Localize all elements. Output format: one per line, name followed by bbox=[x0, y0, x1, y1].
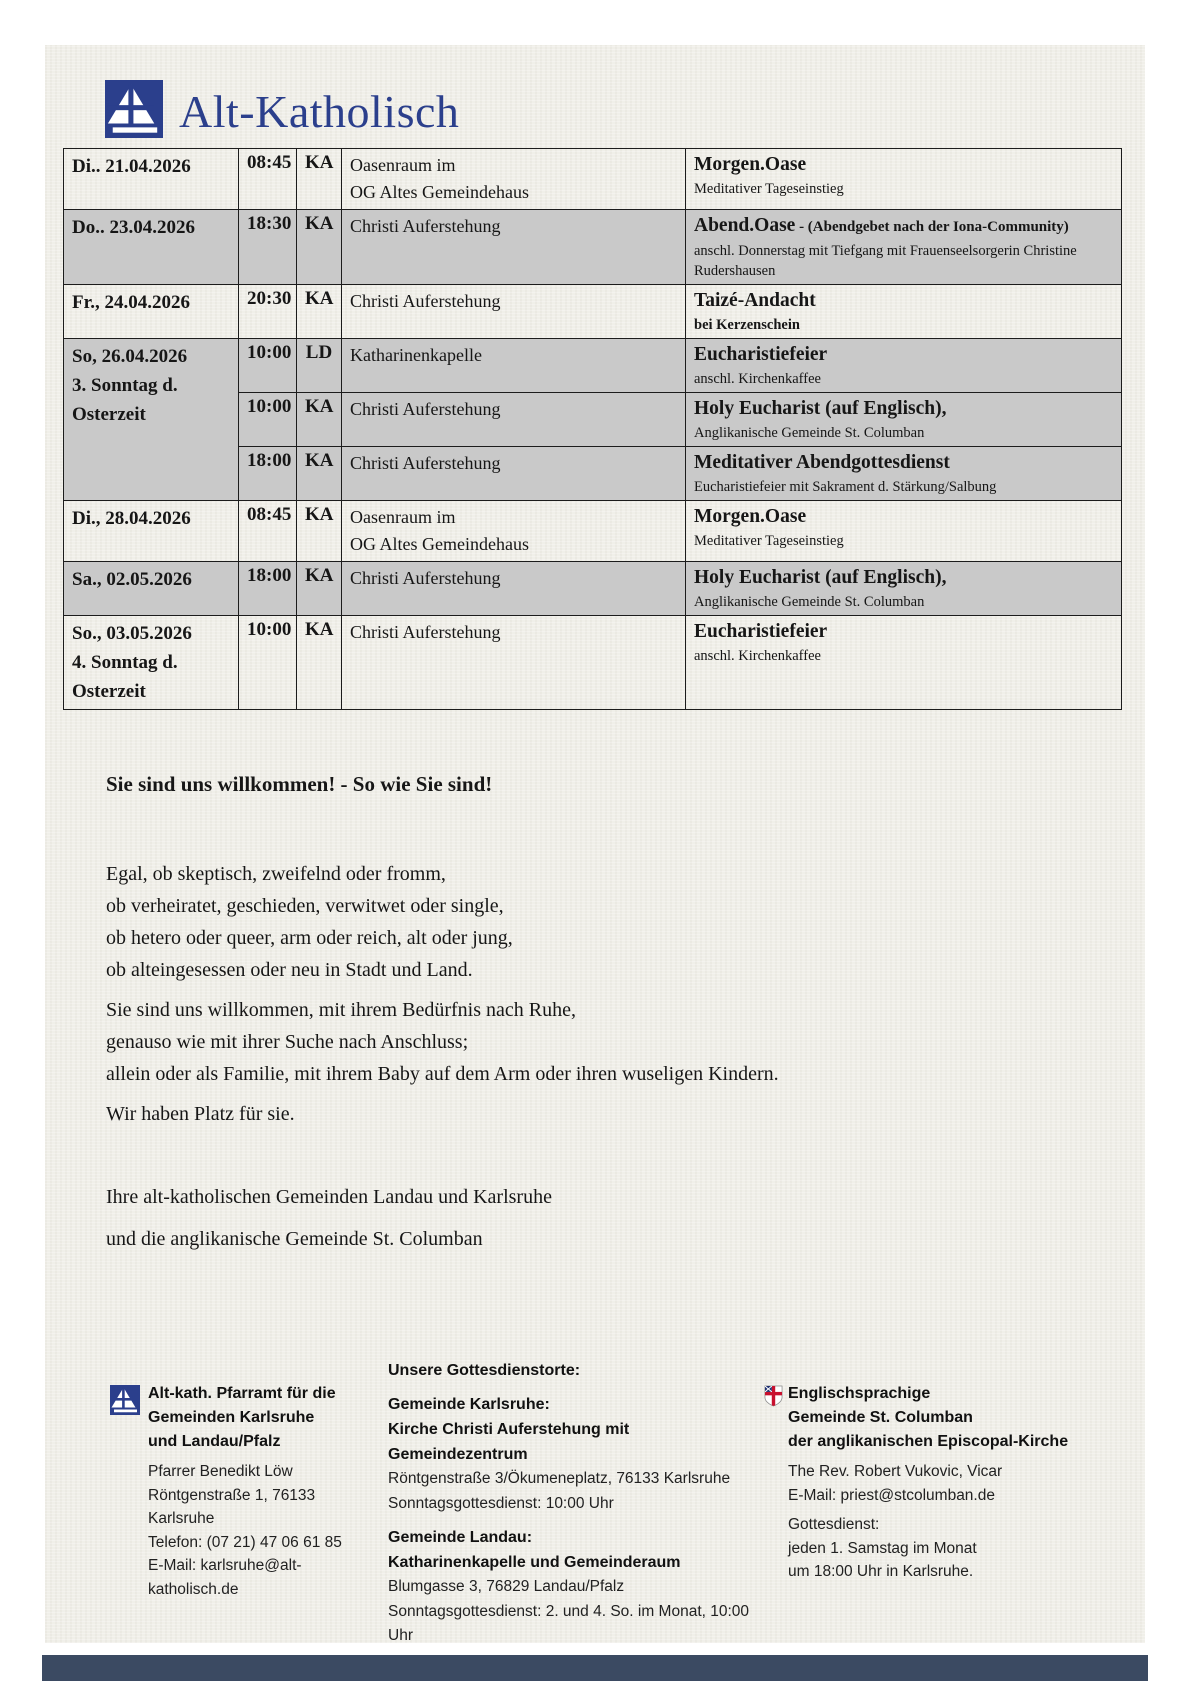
code-cell: KA bbox=[296, 446, 342, 501]
code-cell: KA bbox=[296, 209, 342, 285]
location-cell: Oasenraum im OG Altes Gemeindehaus bbox=[341, 148, 686, 210]
service-schedule-table: Di.. 21.04.2026 08:45 KA Oasenraum im OG … bbox=[63, 148, 1122, 710]
welcome-paragraph: Sie sind uns willkommen, mit ihrem Bedür… bbox=[106, 999, 779, 1085]
time-cell: 18:00 bbox=[238, 446, 297, 501]
event-cell: Eucharistiefeier anschl. Kirchenkaffee bbox=[685, 338, 1122, 393]
alt-katholisch-logo-icon bbox=[105, 80, 163, 143]
columban-service-times: Gottesdienst: jeden 1. Samstag im Monat … bbox=[788, 1516, 977, 1580]
time-cell: 08:45 bbox=[238, 500, 297, 562]
welcome-heading: Sie sind uns willkommen! - So wie Sie si… bbox=[106, 772, 493, 796]
orte-heading: Unsere Gottesdienstorte: bbox=[388, 1362, 581, 1379]
event-cell: Abend.Oase - (Abendgebet nach der Iona-C… bbox=[685, 209, 1122, 285]
time-cell: 08:45 bbox=[238, 148, 297, 210]
orte-karlsruhe: Gemeinde Karlsruhe: Kirche Christi Aufer… bbox=[388, 1396, 731, 1512]
time-cell: 10:00 bbox=[238, 615, 297, 710]
footer-col-orte: Unsere Gottesdienstorte: Gemeinde Karlsr… bbox=[388, 1358, 760, 1649]
code-cell: KA bbox=[296, 392, 342, 447]
signature-line: und die anglikanische Gemeinde St. Colum… bbox=[106, 1228, 483, 1250]
welcome-paragraph: Wir haben Platz für sie. bbox=[106, 1103, 295, 1125]
signature-line: Ihre alt-katholischen Gemeinden Landau u… bbox=[106, 1186, 552, 1208]
email-text: E-Mail: priest@stcolumban.de bbox=[788, 1486, 995, 1504]
code-cell: KA bbox=[296, 561, 342, 616]
code-cell: KA bbox=[296, 615, 342, 710]
date-cell: Di., 28.04.2026 bbox=[63, 500, 239, 562]
brand-title: Alt-Katholisch bbox=[179, 86, 460, 137]
event-cell: Taizé-Andacht bei Kerzenschein bbox=[685, 284, 1122, 339]
footer-col-pfarramt: Alt-kath. Pfarramt für die Gemeinden Kar… bbox=[110, 1382, 360, 1601]
code-cell: KA bbox=[296, 284, 342, 339]
event-cell: Holy Eucharist (auf Englisch), Anglikanis… bbox=[685, 561, 1122, 616]
event-cell: Morgen.Oase Meditativer Tageseinstieg bbox=[685, 148, 1122, 210]
location-cell: Christi Auferstehung bbox=[341, 615, 686, 710]
code-cell: KA bbox=[296, 500, 342, 562]
event-cell: Eucharistiefeier anschl. Kirchenkaffee bbox=[685, 615, 1122, 710]
date-cell: Do.. 23.04.2026 bbox=[63, 209, 239, 285]
location-cell: Christi Auferstehung bbox=[341, 392, 686, 447]
code-cell: KA bbox=[296, 148, 342, 210]
code-cell: LD bbox=[296, 338, 342, 393]
episcopal-shield-icon bbox=[764, 1385, 783, 1412]
table-row: Sa., 02.05.2026 18:00 KA Christi Auferst… bbox=[63, 561, 1122, 616]
location-cell: Christi Auferstehung bbox=[341, 284, 686, 339]
table-row: Di., 28.04.2026 08:45 KA Oasenraum im OG … bbox=[63, 500, 1122, 562]
table-row: Fr., 24.04.2026 20:30 KA Christi Auferst… bbox=[63, 284, 1122, 339]
pfarramt-contact: Pfarrer Benedikt Löw Röntgenstraße 1, 76… bbox=[148, 1460, 360, 1601]
date-cell: So, 26.04.2026 3. Sonntag d. Osterzeit bbox=[63, 338, 239, 501]
time-cell: 10:00 bbox=[238, 338, 297, 393]
table-row: So., 03.05.2026 4. Sonntag d. Osterzeit 10… bbox=[63, 615, 1122, 710]
columban-contact: The Rev. Robert Vukovic, Vicar E-Mail: p… bbox=[788, 1460, 1104, 1507]
date-cell: Sa., 02.05.2026 bbox=[63, 561, 239, 616]
location-cell: Christi Auferstehung bbox=[341, 209, 686, 285]
location-cell: Christi Auferstehung bbox=[341, 561, 686, 616]
alt-katholisch-small-icon bbox=[110, 1385, 140, 1420]
welcome-paragraph: Egal, ob skeptisch, zweifelnd oder fromm… bbox=[106, 863, 513, 981]
date-cell: Di.. 21.04.2026 bbox=[63, 148, 239, 210]
event-cell: Meditativer Abendgottesdienst Eucharistie… bbox=[685, 446, 1122, 501]
time-cell: 20:30 bbox=[238, 284, 297, 339]
footer-col-columban: Englischsprachige Gemeinde St. Columban … bbox=[764, 1382, 1104, 1584]
brand-header: Alt-Katholisch bbox=[105, 80, 459, 143]
date-cell: So., 03.05.2026 4. Sonntag d. Osterzeit bbox=[63, 615, 239, 710]
event-cell: Morgen.Oase Meditativer Tageseinstieg bbox=[685, 500, 1122, 562]
table-row: So, 26.04.2026 3. Sonntag d. Osterzeit 10:… bbox=[63, 338, 1122, 501]
table-row: Do.. 23.04.2026 18:30 KA Christi Auferst… bbox=[63, 209, 1122, 285]
location-cell: Oasenraum im OG Altes Gemeindehaus bbox=[341, 500, 686, 562]
location-cell: Christi Auferstehung bbox=[341, 446, 686, 501]
location-cell: Katharinenkapelle bbox=[341, 338, 686, 393]
table-row: 18:00 KA Christi Auferstehung Meditative… bbox=[64, 446, 1122, 501]
email-text: E-Mail: karlsruhe@alt- bbox=[148, 1557, 302, 1574]
event-cell: Holy Eucharist (auf Englisch), Anglikanis… bbox=[685, 392, 1122, 447]
footer-bottom-bar bbox=[42, 1655, 1148, 1681]
time-cell: 18:00 bbox=[238, 561, 297, 616]
orte-landau: Gemeinde Landau: Katharinenkapelle und G… bbox=[388, 1529, 750, 1644]
time-cell: 18:30 bbox=[238, 209, 297, 285]
table-row: 10:00 KA Christi Auferstehung Holy Eucha… bbox=[64, 392, 1122, 447]
date-cell: Fr., 24.04.2026 bbox=[63, 284, 239, 339]
table-row: Di.. 21.04.2026 08:45 KA Oasenraum im OG … bbox=[63, 148, 1122, 210]
time-cell: 10:00 bbox=[238, 392, 297, 447]
